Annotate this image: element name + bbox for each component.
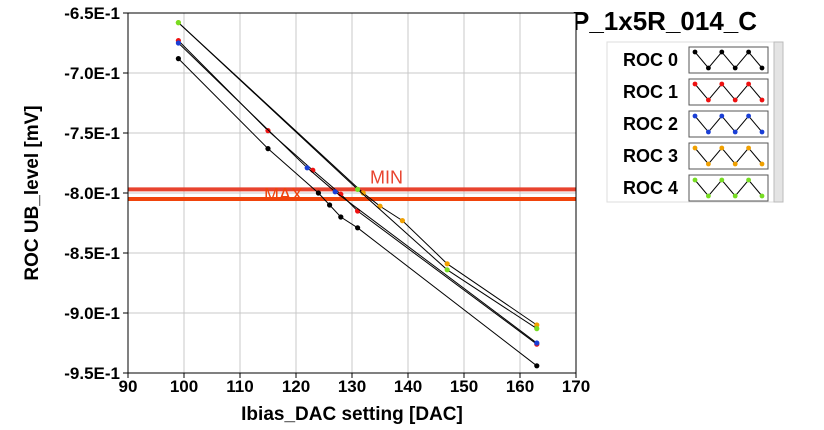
legend-swatch-marker — [706, 97, 711, 103]
legend-label: ROC 1 — [623, 82, 678, 102]
x-axis-title: Ibias_DAC setting [DAC] — [241, 404, 463, 425]
legend-swatch-line — [694, 83, 763, 101]
y-tick-label: -7.5E-1 — [64, 124, 120, 143]
reference-label-max: MAX — [264, 185, 303, 205]
series-4 — [175, 20, 540, 332]
data-point — [444, 261, 450, 267]
legend-swatch-marker — [746, 177, 751, 183]
legend: ROC 0 ROC 1 ROC 2 ROC 3 ROC 4 — [606, 41, 784, 203]
data-point — [355, 225, 361, 231]
data-point — [327, 202, 333, 208]
y-tick-label: -8.0E-1 — [64, 184, 120, 203]
data-point — [377, 203, 383, 209]
legend-label: ROC 2 — [623, 114, 678, 134]
series-3 — [175, 20, 540, 328]
series-2 — [175, 40, 540, 346]
legend-swatch-marker — [706, 65, 711, 71]
data-point — [265, 128, 271, 134]
legend-swatch-marker — [732, 129, 738, 135]
data-point — [175, 56, 181, 62]
chart-title: P_1x5R_014_C — [572, 6, 757, 36]
legend-swatch-marker — [732, 97, 738, 103]
legend-swatch-marker — [706, 193, 711, 199]
x-tick-label: 170 — [562, 377, 590, 396]
data-point — [304, 165, 310, 171]
legend-label: ROC 0 — [623, 50, 678, 70]
legend-swatch-marker — [732, 65, 738, 71]
legend-swatch-marker — [692, 177, 698, 183]
x-tick-label: 160 — [506, 377, 534, 396]
legend-swatch-marker — [692, 145, 698, 151]
x-tick-label: 150 — [450, 377, 478, 396]
data-point — [175, 20, 181, 26]
legend-swatch-marker — [732, 193, 738, 199]
y-tick-label: -7.0E-1 — [64, 64, 120, 83]
legend-label: ROC 3 — [623, 146, 678, 166]
data-point — [399, 218, 405, 224]
x-tick-label: 140 — [394, 377, 422, 396]
series-layer — [175, 20, 540, 369]
legend-swatch-marker — [692, 81, 698, 87]
data-point — [265, 146, 271, 152]
legend-swatch-marker — [759, 161, 765, 167]
data-point — [534, 326, 540, 332]
legend-swatch-marker — [692, 113, 698, 119]
data-point — [534, 363, 540, 369]
plot-area: MIN MAX — [127, 12, 577, 374]
legend-swatch-line — [694, 147, 763, 165]
legend-entries: ROC 0 ROC 1 ROC 2 ROC 3 ROC 4 — [623, 46, 769, 202]
data-point — [332, 189, 338, 195]
legend-swatch-marker — [706, 161, 711, 167]
y-tick-label: -9.5E-1 — [64, 364, 120, 383]
legend-swatch-marker — [746, 113, 751, 119]
x-tick-label: 110 — [226, 377, 253, 396]
series-line — [178, 22, 538, 326]
data-point — [534, 322, 540, 328]
x-tick-label: 130 — [338, 377, 366, 396]
legend-label: ROC 4 — [623, 178, 678, 198]
legend-scrollbar-track[interactable] — [773, 41, 784, 203]
legend-swatch-line — [694, 51, 763, 69]
legend-swatch-marker — [719, 81, 725, 87]
data-point — [338, 214, 344, 220]
series-line — [178, 42, 538, 344]
y-tick-label: -6.5E-1 — [64, 4, 120, 23]
data-point — [444, 267, 450, 273]
legend-swatch-marker — [746, 81, 751, 87]
data-point — [355, 186, 361, 192]
series-line — [178, 22, 538, 330]
y-tick-label: -9.0E-1 — [64, 304, 120, 323]
legend-swatch-marker — [759, 97, 765, 103]
y-axis-title: ROC UB_level [mV] — [22, 105, 43, 280]
data-point — [534, 340, 540, 346]
legend-swatch-marker — [746, 145, 751, 151]
data-point — [315, 190, 321, 196]
legend-swatch-marker — [719, 49, 725, 55]
reference-label-min: MIN — [370, 167, 403, 187]
series-0 — [175, 56, 540, 369]
legend-swatch-marker — [692, 49, 698, 55]
legend-swatch-marker — [706, 129, 711, 135]
legend-swatch-line — [694, 179, 763, 197]
y-tick-label: -8.5E-1 — [64, 244, 120, 263]
legend-swatch-marker — [759, 129, 765, 135]
legend-swatch-marker — [732, 161, 738, 167]
data-point — [175, 40, 181, 46]
x-tick-label: 90 — [119, 377, 138, 396]
y-axis-ticks: -6.5E-1 -7.0E-1 -7.5E-1 -8.0E-1 -8.5E-1 -9.0E… — [64, 4, 128, 383]
x-tick-label: 100 — [170, 377, 198, 396]
legend-scrollbar[interactable] — [773, 41, 784, 203]
data-point — [360, 190, 366, 196]
reference-lines: MIN MAX — [128, 167, 576, 205]
legend-swatch-line — [694, 115, 763, 133]
legend-swatch-marker — [759, 193, 765, 199]
legend-swatch-marker — [719, 177, 725, 183]
x-tick-label: 120 — [282, 377, 310, 396]
legend-swatch-marker — [759, 65, 765, 71]
legend-swatch-marker — [746, 49, 751, 55]
legend-swatch-marker — [719, 145, 725, 151]
legend-swatch-marker — [719, 113, 725, 119]
x-axis-ticks: 90 100 110 120 130 140 150 160 170 — [119, 373, 590, 396]
